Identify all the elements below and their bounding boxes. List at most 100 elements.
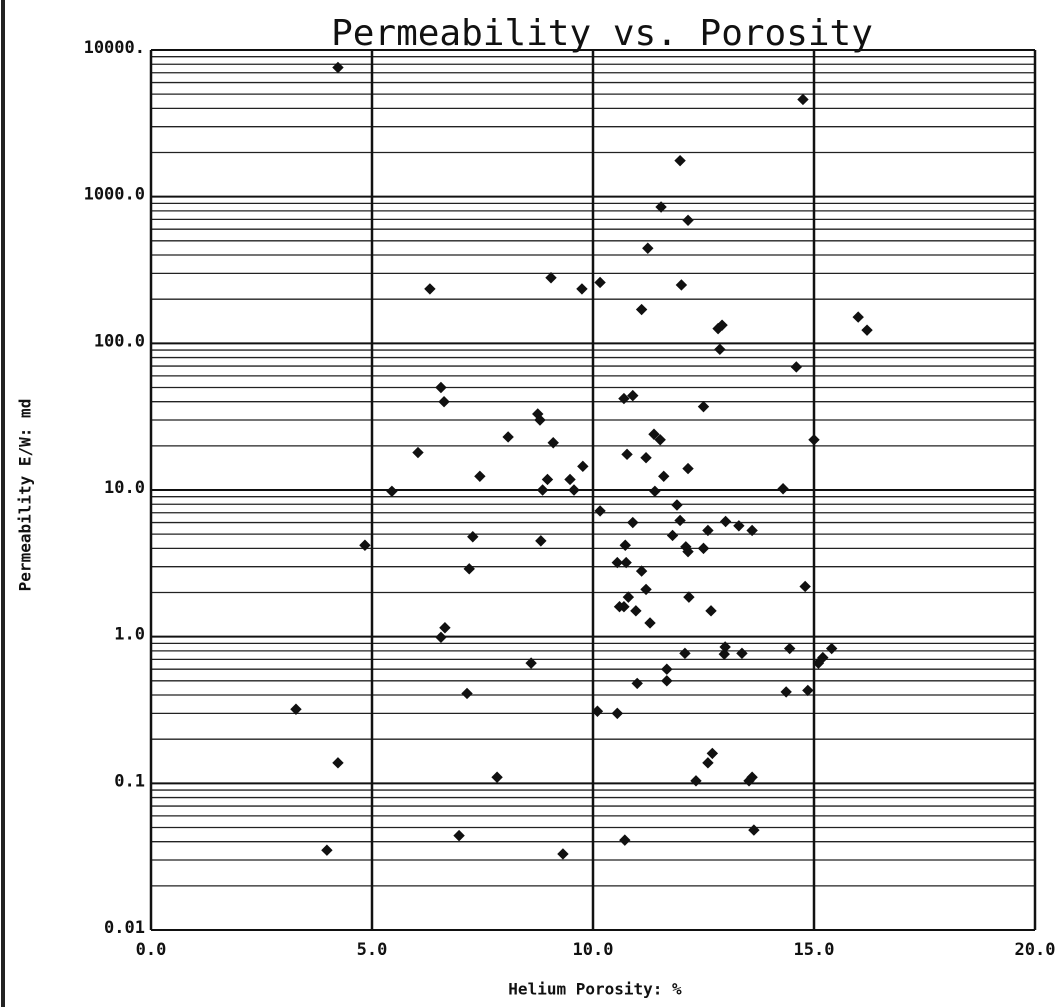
point — [736, 647, 748, 660]
point — [658, 470, 670, 483]
point — [682, 545, 694, 558]
point — [642, 242, 654, 254]
point — [682, 214, 694, 227]
point — [797, 93, 809, 106]
point — [535, 535, 547, 547]
y-tick-label: 0.1 — [114, 771, 145, 791]
point — [424, 283, 436, 295]
point — [627, 389, 639, 402]
point — [714, 343, 726, 356]
point — [435, 381, 447, 394]
y-tick-label: 0.01 — [104, 918, 145, 938]
chart-title: Permeability vs. Porosity — [331, 13, 873, 54]
point — [290, 703, 302, 715]
point — [716, 319, 728, 331]
point — [671, 499, 683, 511]
point — [674, 154, 686, 167]
point — [359, 539, 371, 551]
x-tick-label: 0.0 — [136, 940, 167, 960]
point — [621, 448, 633, 461]
point — [536, 484, 549, 496]
point — [661, 663, 673, 675]
point — [576, 283, 588, 295]
point — [718, 648, 730, 660]
point — [648, 428, 660, 440]
point — [568, 484, 580, 496]
point — [618, 392, 630, 405]
point — [655, 201, 667, 213]
y-tick-label: 10000. — [84, 38, 145, 58]
point — [412, 446, 424, 459]
point — [577, 460, 589, 473]
point — [461, 687, 473, 700]
point — [622, 591, 635, 603]
point — [435, 631, 447, 644]
point — [557, 848, 569, 860]
point — [852, 311, 864, 323]
point — [812, 657, 825, 669]
point — [541, 473, 554, 486]
point — [525, 657, 537, 669]
point — [439, 622, 451, 634]
point — [808, 434, 820, 446]
point — [438, 395, 450, 408]
point — [675, 279, 688, 291]
point — [630, 605, 642, 617]
point — [666, 529, 679, 542]
point — [332, 61, 344, 74]
point — [705, 605, 717, 617]
point — [746, 524, 758, 537]
point — [719, 515, 732, 528]
x-axis-title: Helium Porosity: % — [508, 980, 682, 999]
point — [783, 642, 796, 655]
point — [644, 617, 656, 629]
point — [799, 580, 811, 593]
x-tick-label: 20.0 — [1015, 940, 1056, 960]
point — [635, 565, 648, 577]
point — [627, 516, 639, 529]
point — [777, 483, 789, 495]
point — [453, 829, 465, 842]
point — [697, 542, 710, 555]
point — [594, 276, 606, 289]
point — [594, 505, 606, 517]
point — [386, 485, 398, 497]
point — [743, 775, 755, 787]
point — [534, 414, 546, 426]
point — [640, 583, 652, 596]
point — [502, 431, 514, 443]
point — [591, 705, 604, 717]
point — [620, 556, 632, 569]
point — [463, 563, 475, 575]
point — [702, 524, 714, 537]
point — [706, 747, 719, 760]
point — [702, 757, 714, 769]
point — [861, 324, 873, 336]
point — [611, 707, 624, 720]
x-tick-label: 5.0 — [357, 940, 388, 960]
point — [619, 539, 631, 551]
x-tick-label: 15.0 — [794, 940, 835, 960]
x-tick-label: 10.0 — [573, 940, 614, 960]
point — [649, 485, 661, 497]
point — [613, 601, 626, 613]
y-axis-title: Permeability E/W: md — [16, 399, 35, 592]
point — [674, 514, 686, 527]
point — [679, 647, 691, 660]
point — [467, 531, 479, 543]
point — [780, 686, 792, 698]
point — [545, 272, 557, 284]
point — [790, 361, 803, 373]
point — [474, 470, 486, 483]
y-tick-label: 10.0 — [104, 478, 145, 498]
point — [564, 473, 576, 486]
y-tick-label: 100.0 — [94, 331, 145, 351]
y-tick-label: 1000.0 — [84, 185, 145, 205]
point — [690, 775, 702, 787]
point — [682, 462, 694, 475]
point — [547, 437, 559, 449]
point — [640, 452, 652, 464]
point — [802, 684, 814, 697]
point — [661, 675, 673, 687]
